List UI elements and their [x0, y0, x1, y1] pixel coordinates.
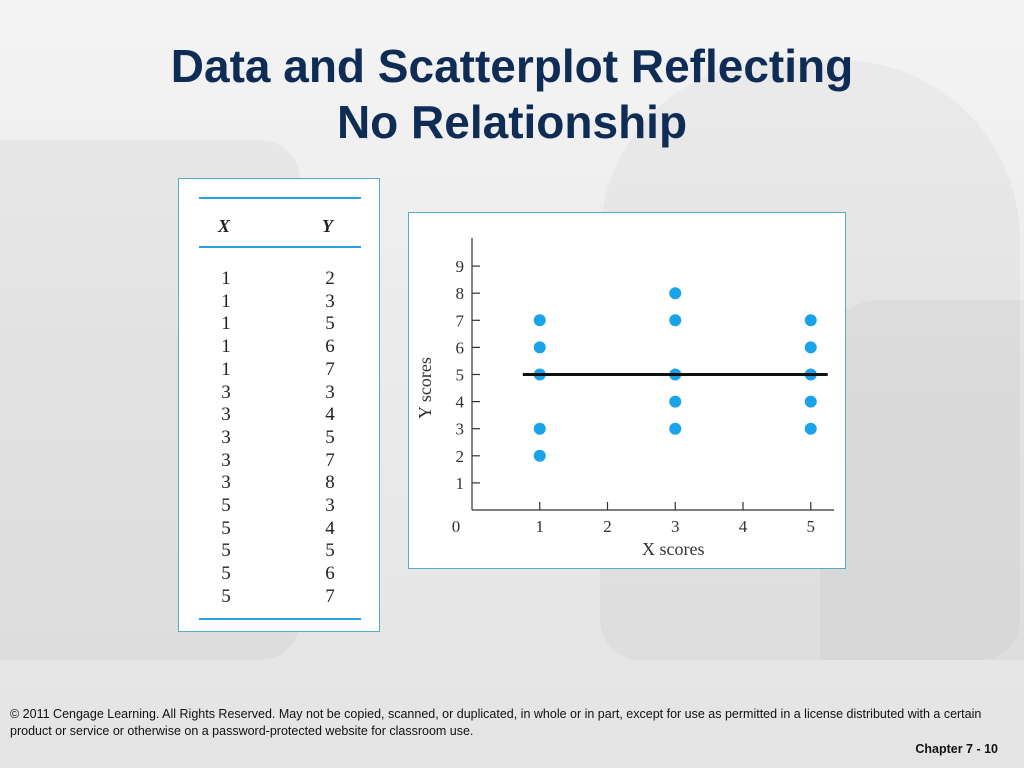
- table-cell-x: 5: [221, 495, 231, 516]
- slide-title: Data and Scatterplot Reflecting No Relat…: [0, 38, 1024, 150]
- table-cell-y: 8: [325, 472, 335, 494]
- table-cell-y: 7: [325, 358, 335, 380]
- table-header-y: Y: [322, 216, 333, 236]
- table-cell-x: 1: [221, 313, 231, 335]
- data-point: [533, 341, 546, 354]
- y-tick-label: 7: [456, 311, 465, 330]
- table-cell-x: 5: [221, 540, 231, 562]
- origin-label: 0: [452, 517, 461, 536]
- y-tick-label: 2: [456, 447, 465, 466]
- table-cell-y: 5: [325, 313, 335, 335]
- scatterplot-frame: 0 1 2 3 4 5 1 2 3 4 5 6 7 8 9 X scores Y scores: [408, 212, 846, 569]
- x-tick-label: 3: [671, 517, 680, 536]
- table-cell-y: 4: [325, 517, 335, 539]
- data-point: [669, 314, 682, 327]
- x-tick-label: 1: [536, 517, 545, 536]
- data-point: [533, 422, 546, 435]
- y-tick-label: 3: [456, 420, 465, 439]
- data-point: [669, 422, 682, 435]
- x-tick-label: 5: [807, 517, 816, 536]
- y-tick-label: 5: [456, 366, 465, 385]
- y-tick-label: 4: [456, 393, 465, 412]
- y-axis-label: Y scores: [415, 357, 435, 419]
- table-rule: [199, 618, 361, 620]
- table-cell-x: 5: [221, 563, 231, 585]
- table-cell-x: 3: [221, 449, 231, 471]
- x-tick-label: 2: [603, 517, 612, 536]
- table-cell-x: 3: [221, 381, 231, 403]
- scatterplot-svg: 0 1 2 3 4 5 1 2 3 4 5 6 7 8 9 X scores Y scores: [415, 238, 834, 559]
- table-cell-y: 4: [325, 404, 335, 426]
- x-tick-label: 4: [739, 517, 748, 536]
- table-cell-x: 5: [221, 517, 231, 539]
- data-point: [804, 422, 817, 435]
- table-cell-y: 2: [325, 268, 335, 289]
- data-point: [804, 314, 817, 327]
- table-cell-x: 3: [221, 472, 231, 494]
- table-cell-x: 3: [221, 404, 231, 426]
- table-rule: [199, 246, 361, 248]
- data-point: [669, 395, 682, 408]
- table-cell-y: 7: [325, 585, 335, 607]
- table-cell-y: 3: [325, 381, 335, 403]
- table-header-x: X: [218, 216, 231, 236]
- title-line-2: No Relationship: [336, 96, 688, 148]
- table-cell-x: 1: [221, 336, 231, 358]
- slide-number: Chapter 7 - 10: [915, 742, 998, 756]
- table-rule: [199, 197, 361, 199]
- data-point: [804, 341, 817, 354]
- y-tick-label: 6: [456, 338, 465, 357]
- table-cell-x: 3: [221, 426, 231, 448]
- table-cell-y: 6: [325, 336, 335, 358]
- copyright-footer: © 2011 Cengage Learning. All Rights Rese…: [10, 707, 982, 738]
- data-point: [533, 314, 546, 327]
- table-cell-y: 5: [325, 540, 335, 562]
- table-cell-x: 1: [221, 358, 231, 380]
- table-cell-x: 1: [221, 290, 231, 312]
- scatterplot: 0 1 2 3 4 5 1 2 3 4 5 6 7 8 9 X scores Y scores: [409, 213, 845, 573]
- y-tick-label: 1: [456, 474, 465, 493]
- x-axis-label: X scores: [642, 539, 704, 559]
- background-shape: [820, 300, 1024, 660]
- data-point: [804, 395, 817, 408]
- table-cell-y: 3: [325, 290, 335, 312]
- data-point: [533, 449, 546, 462]
- table-cell-x: 5: [221, 585, 231, 607]
- y-tick-label: 9: [456, 257, 465, 276]
- table-cell-y: 5: [325, 426, 335, 448]
- table-cell-y: 3: [325, 495, 335, 516]
- data-table: [178, 178, 380, 632]
- table-cell-x: 1: [221, 268, 231, 289]
- data-point: [669, 287, 682, 300]
- y-tick-label: 8: [456, 284, 465, 303]
- title-line-1: Data and Scatterplot Reflecting: [170, 40, 854, 92]
- table-cell-y: 6: [325, 563, 335, 585]
- table-cell-y: 7: [325, 449, 335, 471]
